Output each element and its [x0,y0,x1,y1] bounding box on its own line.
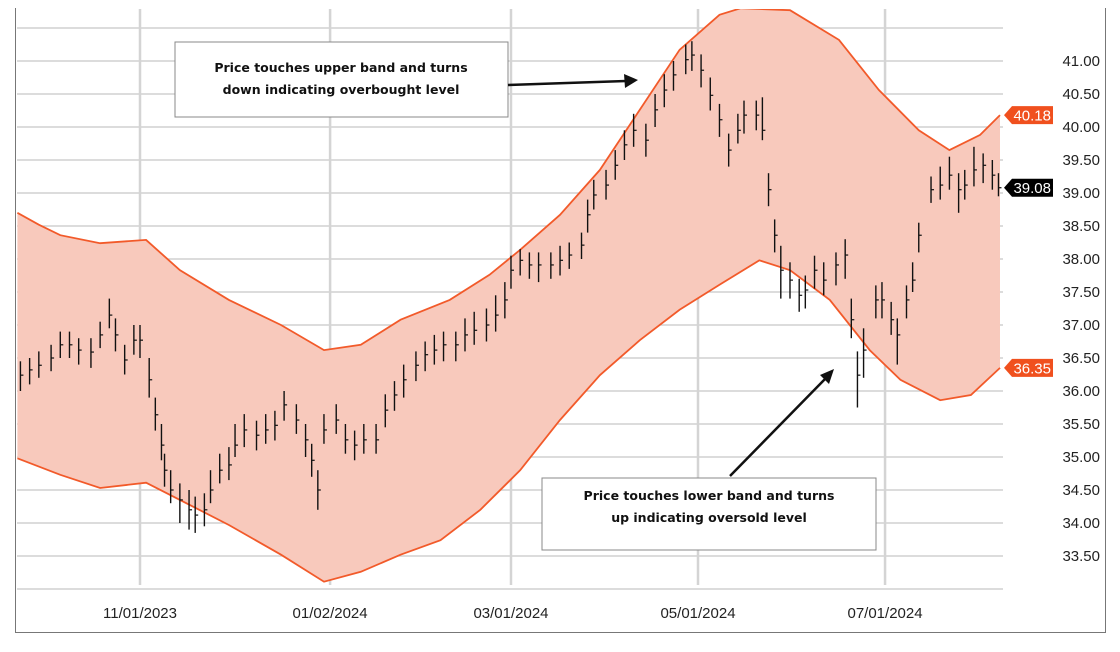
annotation-text-line: down indicating overbought level [223,82,460,97]
annotation-arrow [507,79,627,87]
price-tag-label: 40.18 [1013,108,1051,125]
y-tick-label: 36.50 [1062,350,1100,367]
x-tick-label: 11/01/2023 [103,605,177,622]
y-tick-label: 38.00 [1062,251,1100,268]
annotation-box [541,477,877,551]
annotation-text-line: Price touches upper band and turns [214,60,467,75]
x-tick-label: 01/02/2024 [293,605,368,622]
y-tick-label: 40.00 [1062,119,1100,136]
y-tick-label: 34.00 [1062,515,1100,532]
y-tick-label: 41.00 [1062,53,1100,70]
price-bars [19,41,1002,533]
y-axis: 41.00 40.50 40.00 39.50 39.00 38.50 38.00 37.50… [1062,53,1100,565]
price-tag-marker [1004,358,1053,377]
annotation-text-line: up indicating oversold level [611,510,807,525]
price-tag-label: 36.35 [1013,360,1051,377]
annotation-text-line: Price touches lower band and turns [584,488,835,503]
y-tick-label: 37.00 [1062,317,1100,334]
annotation-arrow [729,377,827,477]
y-tick-label: 36.00 [1062,383,1100,400]
y-tick-label: 40.50 [1062,86,1100,103]
y-tick-label: 39.00 [1062,185,1100,202]
price-tag-marker [1004,178,1053,197]
x-axis: 11/01/2023 01/02/2024 03/01/2024 05/01/2024… [103,605,923,622]
y-tick-label: 35.00 [1062,449,1100,466]
arrowhead-icon [624,74,638,88]
y-tick-label: 37.50 [1062,284,1100,301]
price-tag-marker [1004,106,1053,125]
y-tick-label: 34.50 [1062,482,1100,499]
price-tag-label: 39.08 [1013,180,1051,197]
x-tick-label: 05/01/2024 [660,605,735,622]
x-tick-label: 07/01/2024 [847,605,922,622]
arrowhead-icon [820,369,834,384]
band-fill-area [17,9,1000,582]
annotation-overbought: Price touches upper band and turns down … [174,41,638,118]
y-tick-label: 35.50 [1062,416,1100,433]
y-tick-label: 38.50 [1062,218,1100,235]
x-tick-label: 03/01/2024 [473,605,548,622]
y-tick-label: 39.50 [1062,152,1100,169]
y-tick-label: 33.50 [1062,548,1100,565]
annotation-oversold: Price touches lower band and turns up in… [541,369,877,551]
price-tags: 40.18 39.08 36.35 [1004,106,1053,377]
annotation-box [174,41,509,118]
